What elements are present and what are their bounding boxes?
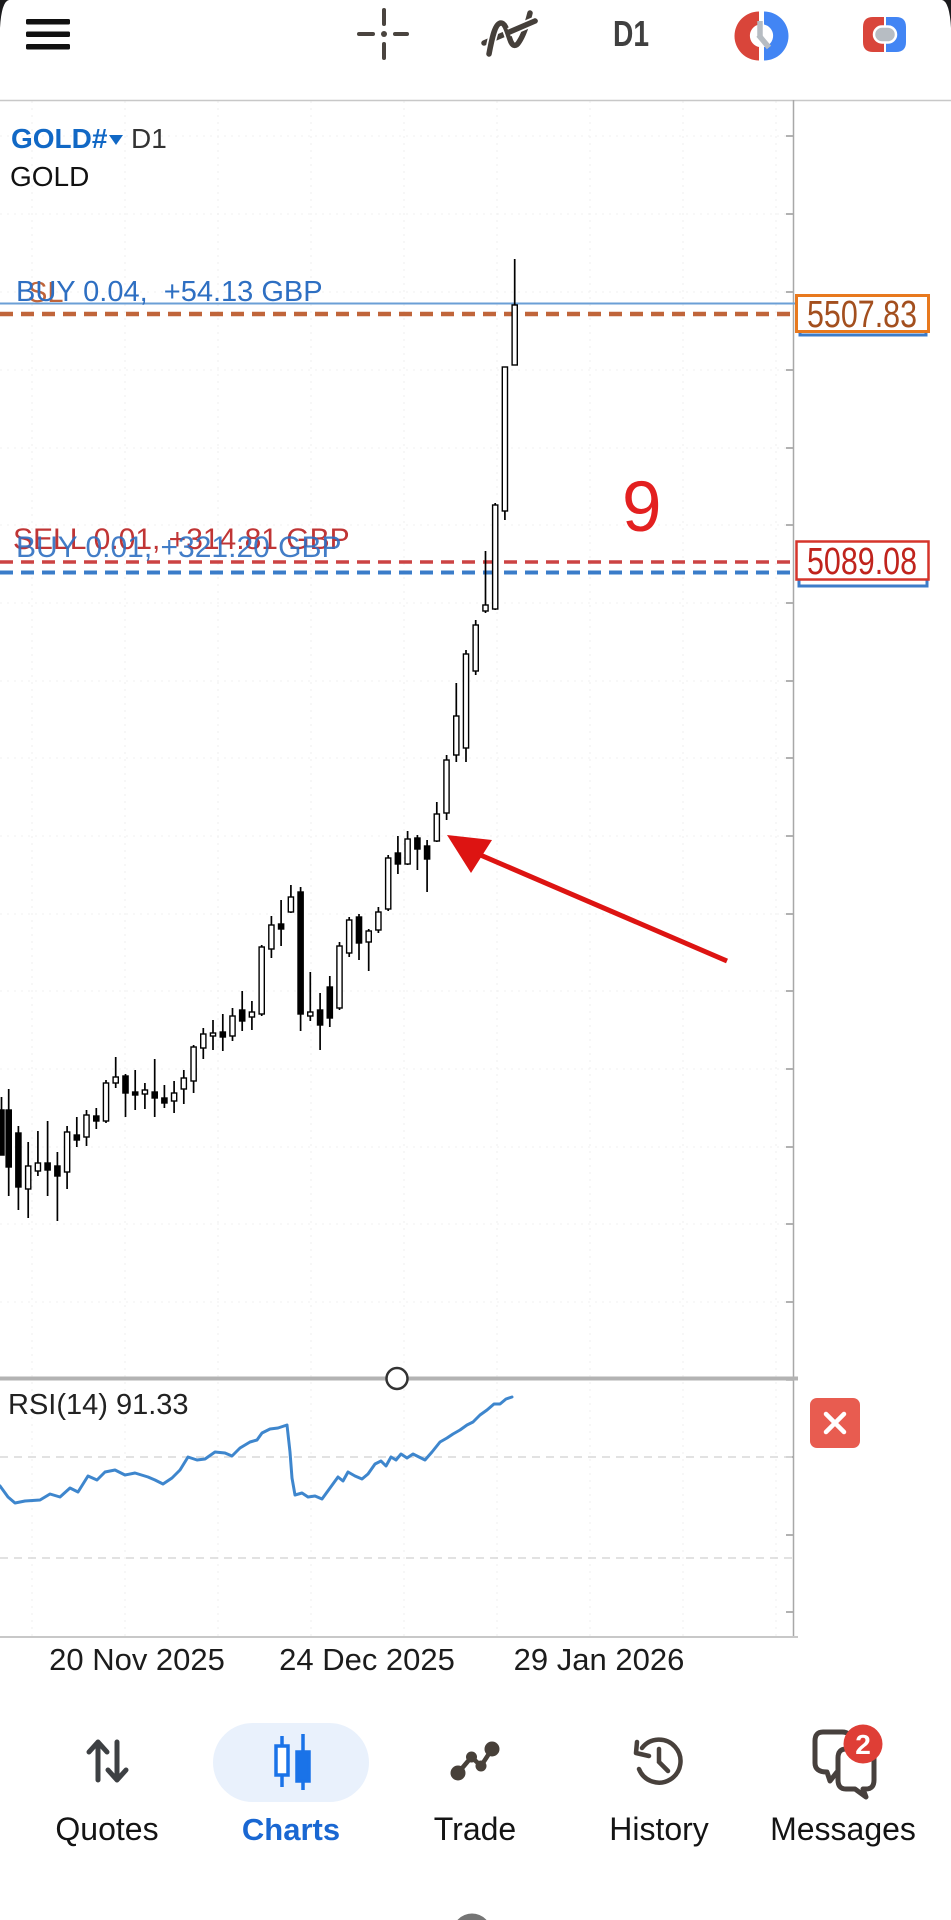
svg-text:Trade: Trade	[434, 1811, 516, 1847]
svg-text:24 Dec 2025: 24 Dec 2025	[279, 1642, 455, 1677]
svg-text:SL: SL	[28, 277, 63, 309]
svg-text:Quotes: Quotes	[55, 1811, 158, 1847]
svg-text:29 Jan 2026: 29 Jan 2026	[514, 1642, 685, 1677]
svg-text:GOLD: GOLD	[10, 161, 89, 192]
svg-text:5507.83: 5507.83	[807, 294, 917, 336]
svg-text:BUY 0.01, +321.20 GBP: BUY 0.01, +321.20 GBP	[16, 531, 342, 564]
svg-text:D1: D1	[131, 123, 167, 154]
svg-text:BUY 0.04, +54.13 GBP: BUY 0.04, +54.13 GBP	[16, 276, 323, 308]
svg-text:Charts: Charts	[242, 1812, 340, 1847]
svg-text:SELL 0.01, +314.81 GBP: SELL 0.01, +314.81 GBP	[13, 523, 350, 556]
svg-text:2: 2	[855, 1729, 871, 1760]
svg-text:RSI(14) 91.33: RSI(14) 91.33	[8, 1389, 189, 1421]
svg-text:GOLD#: GOLD#	[11, 123, 108, 154]
svg-text:9: 9	[622, 468, 662, 547]
svg-text:20 Nov 2025: 20 Nov 2025	[49, 1642, 225, 1677]
svg-text:5089.08: 5089.08	[807, 541, 917, 583]
svg-text:Messages: Messages	[770, 1811, 916, 1847]
svg-text:D1: D1	[613, 13, 649, 54]
svg-text:History: History	[609, 1811, 709, 1847]
